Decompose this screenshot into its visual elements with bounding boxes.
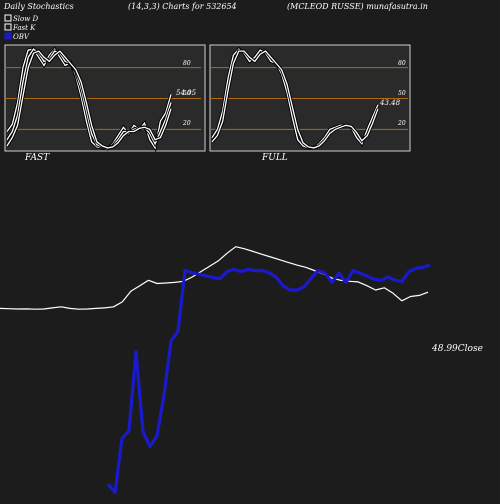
fast-panel-label: FAST — [24, 153, 50, 163]
fast-tick-label-20: 20 — [182, 120, 191, 127]
full-panel-label: FULL — [261, 153, 288, 163]
header-company: (MCLEOD RUSSE) munafasutra.in — [287, 2, 428, 11]
fast-tick-label-50: 50 — [183, 90, 191, 97]
full-series-1-line — [211, 50, 379, 149]
fast-series-2-line — [6, 50, 172, 149]
fast-value-label: 54.05 — [176, 89, 197, 97]
fast-panel: 80 50 20 54.05 FAST — [4, 44, 206, 163]
legend-label-obv: OBV — [13, 33, 30, 41]
fast-tick-label-80: 80 — [183, 60, 191, 67]
header-title: Daily Stochastics — [3, 2, 74, 11]
full-tick-label-80: 80 — [398, 60, 406, 67]
legend: Slow D Fast K OBV — [4, 14, 38, 41]
legend-label-slow-d: Slow D — [13, 15, 38, 23]
obv-panel: 48.99Close — [0, 246, 483, 495]
legend-label-fast-k: Fast K — [12, 24, 36, 32]
full-value-label: 43.48 — [379, 99, 401, 107]
full-panel: 80 50 20 43.48 FULL — [209, 44, 411, 163]
close-value-label: 48.99Close — [431, 344, 483, 354]
full-tick-label-50: 50 — [398, 90, 406, 97]
legend-swatch-fast-k — [4, 23, 12, 31]
legend-swatch-slow-d — [4, 14, 12, 22]
legend-swatch-obv — [4, 32, 12, 40]
full-tick-label-20: 20 — [397, 120, 406, 127]
header-params: (14,3,3) Charts for 532654 — [128, 2, 237, 11]
obv-line — [106, 263, 431, 495]
close-price-line — [0, 246, 429, 310]
